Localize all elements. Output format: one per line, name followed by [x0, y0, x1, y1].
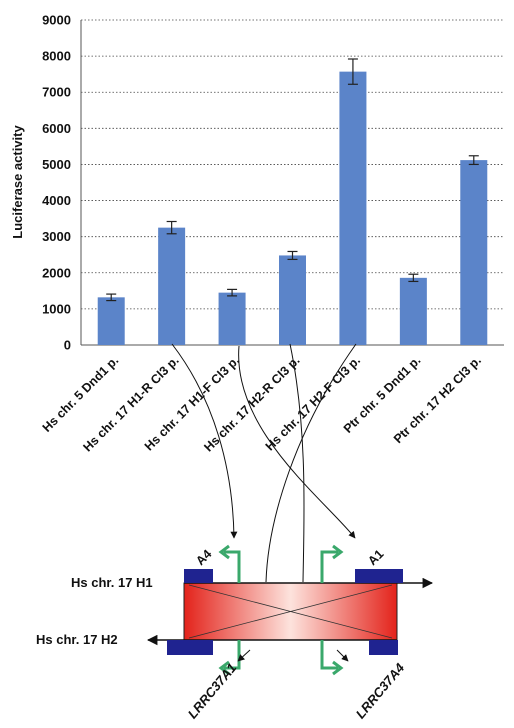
y-tick-label: 3000: [42, 229, 71, 244]
y-axis-label: Luciferase activity: [10, 125, 25, 239]
bar: [158, 227, 186, 345]
x-tick-labels: Hs chr. 5 Dnd1 p.Hs chr. 17 H1-R Cl3 p.H…: [40, 353, 484, 454]
gene-label-lrrc37a1: LRRC37A1: [185, 660, 240, 721]
small-arrow-left: [237, 649, 251, 662]
exon-label-a4: A4: [193, 547, 214, 568]
connector-lines: [171, 343, 357, 583]
y-tick-label: 8000: [42, 49, 71, 64]
connector-h2f: [265, 343, 357, 583]
y-tick-label: 0: [64, 338, 71, 353]
promoter-arrow-top-right: [320, 550, 338, 583]
connector-h1f: [238, 345, 356, 539]
exon-right-bottom: [369, 640, 398, 655]
bar: [339, 71, 367, 345]
exon-a4-top: [184, 569, 213, 583]
promoter-arrow-top-left: [224, 550, 241, 583]
error-bars: [106, 58, 479, 302]
gene-label-lrrc37a4: LRRC37A4: [353, 660, 408, 722]
exon-a1-top: [355, 569, 403, 583]
h1-label: Hs chr. 17 H1: [71, 575, 153, 590]
small-arrow-right: [336, 649, 349, 662]
bar: [279, 255, 306, 345]
y-tick-label: 9000: [42, 13, 71, 28]
promoter-arrows: [218, 544, 344, 676]
connector-h1r: [171, 343, 238, 539]
exon-label-a1: A1: [365, 547, 386, 568]
bar: [218, 292, 246, 345]
h2-label: Hs chr. 17 H2: [36, 632, 118, 647]
y-tick-label: 5000: [42, 157, 71, 172]
y-tick-label: 4000: [42, 193, 71, 208]
bar: [460, 160, 488, 345]
bar-chart: 0 1000 2000 3000 4000 5000 6000 7000 8000 9000 Hs…: [10, 13, 504, 454]
connector-h2r: [289, 343, 305, 583]
bar: [399, 277, 427, 345]
bars: [97, 71, 488, 345]
y-tick-label: 2000: [42, 265, 71, 280]
promoter-arrow-bottom-right: [320, 640, 338, 670]
cross-line-2: [188, 584, 393, 639]
y-tick-label: 6000: [42, 121, 71, 136]
y-tick-label: 7000: [42, 85, 71, 100]
promoter-arrow-bottom-left: [224, 640, 241, 670]
y-tick-label: 1000: [42, 301, 71, 316]
y-tick-labels: 0 1000 2000 3000 4000 5000 6000 7000 8000 9000: [42, 13, 71, 353]
exon-left-bottom: [167, 640, 213, 655]
bar: [97, 297, 125, 345]
